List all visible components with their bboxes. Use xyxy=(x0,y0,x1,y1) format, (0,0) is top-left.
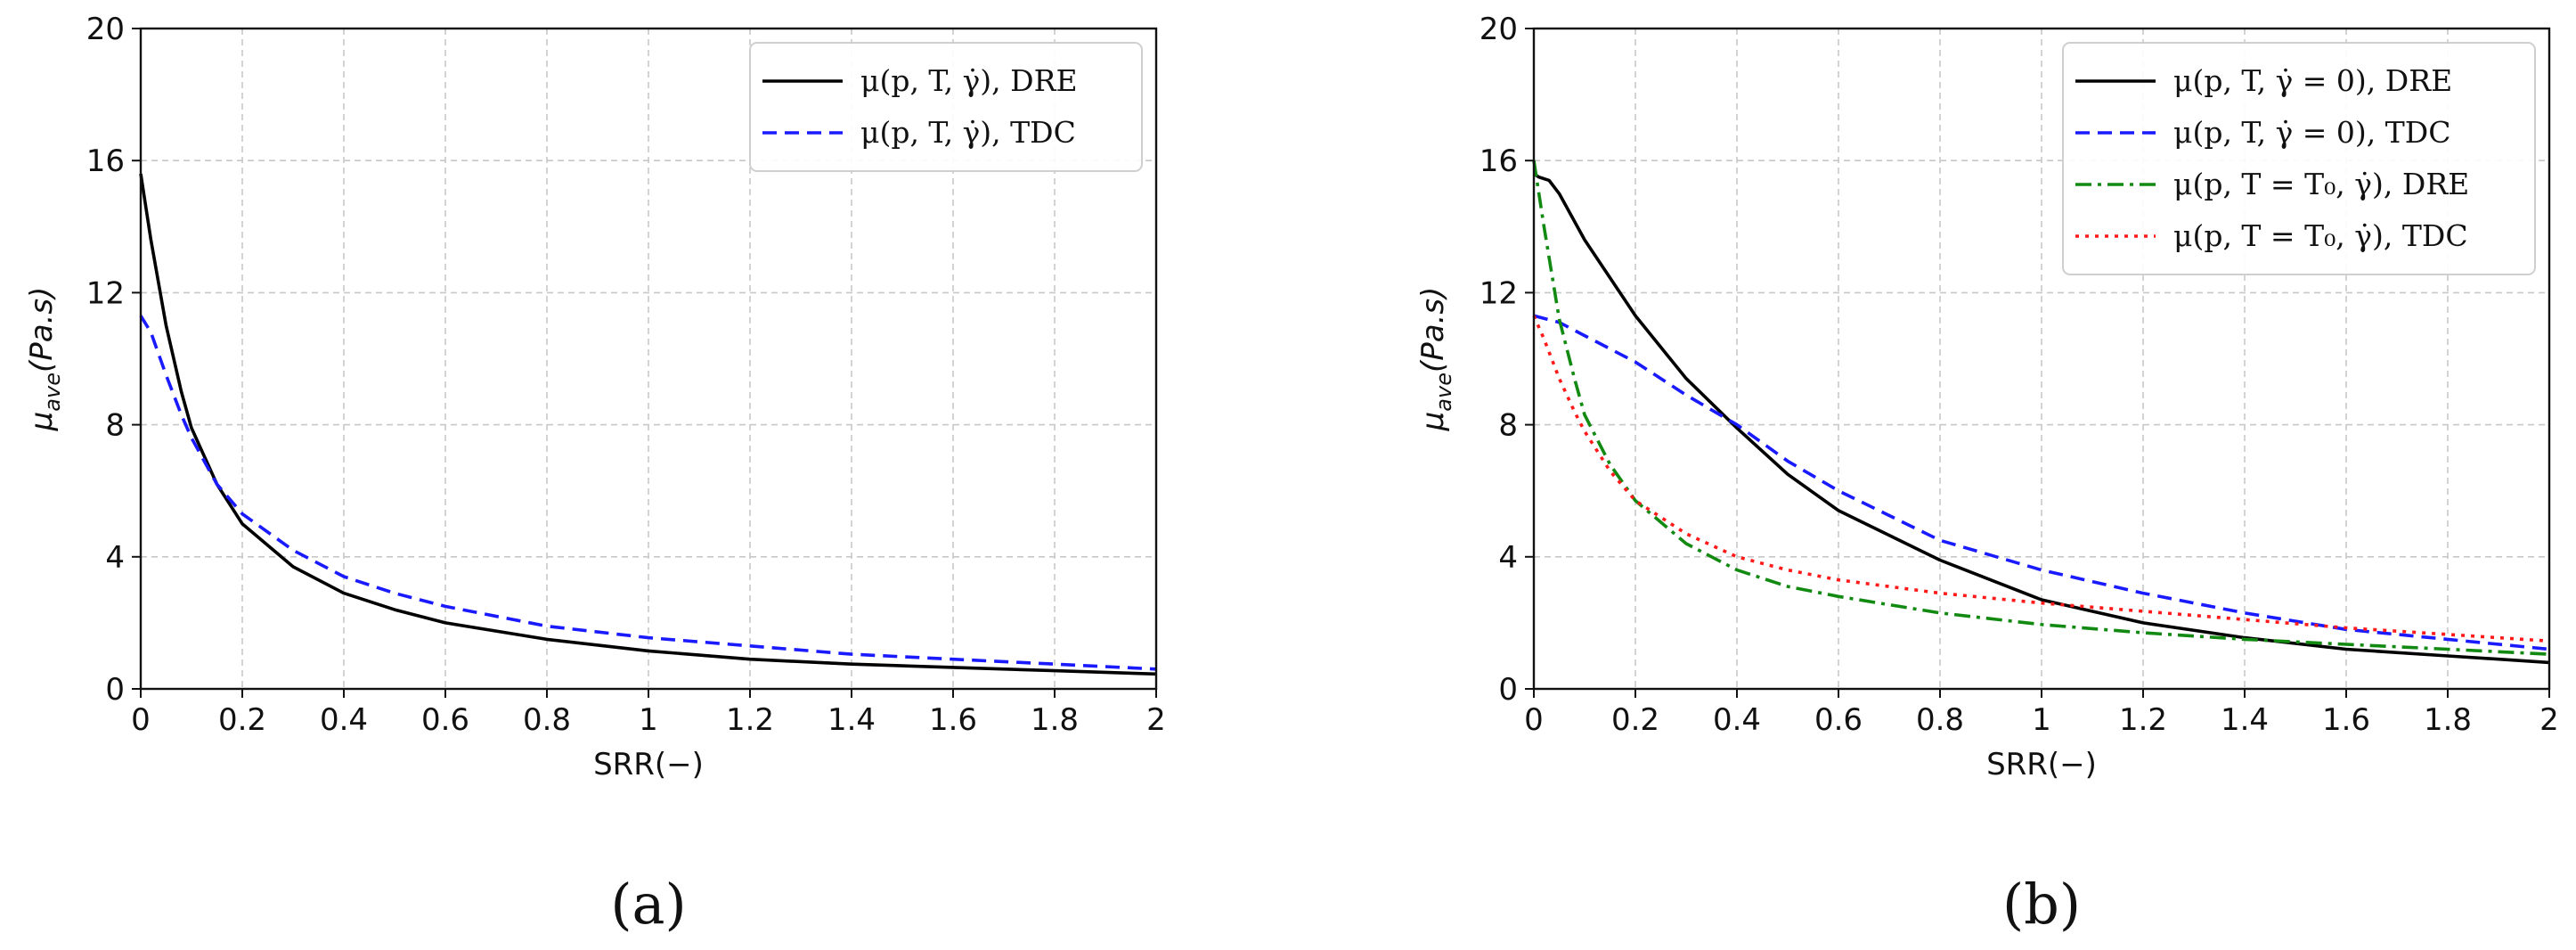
y-tick-label: 12 xyxy=(86,275,125,311)
y-tick-label: 8 xyxy=(105,408,125,444)
panel-a: 0 0.2 0.4 0.6 0.8 1 1.2 1.4 1.6 1.8 2048121620SRR(… xyxy=(24,12,1166,937)
y-tick-label: 4 xyxy=(1498,540,1518,576)
legend-box xyxy=(2062,42,2536,275)
y-tick-label: 20 xyxy=(86,12,125,47)
series-line-1 xyxy=(139,173,1157,676)
x-tick-label: 1.4 xyxy=(827,702,876,738)
x-tick-label: 1.6 xyxy=(2322,702,2370,738)
y-tick-label: 0 xyxy=(1498,672,1518,708)
panel-b: 0 0.2 0.4 0.6 0.8 1 1.2 1.4 1.6 1.8 2048121620SRR(… xyxy=(1415,12,2559,937)
series-line-2 xyxy=(139,315,1157,671)
x-tick-label: 1 xyxy=(2032,702,2051,738)
y-tick-label: 0 xyxy=(105,672,125,708)
legend-label-2: μ(p, T, γ̇ = 0), TDC xyxy=(2173,115,2451,150)
legend-label-2: μ(p, T, γ̇), TDC xyxy=(860,115,1076,150)
y-tick-label: 20 xyxy=(1480,12,1518,47)
x-tick-label: 0.8 xyxy=(523,702,571,738)
y-tick-label: 4 xyxy=(105,540,125,576)
x-tick-label: 1.2 xyxy=(2119,702,2167,738)
y-tick-label: 12 xyxy=(1480,275,1518,311)
y-tick-label: 16 xyxy=(1480,143,1518,179)
x-tick-label: 0.6 xyxy=(1814,702,1863,738)
x-axis-label: SRR(−) xyxy=(593,747,704,782)
x-tick-label: 0.2 xyxy=(1611,702,1659,738)
series-line-2 xyxy=(1533,314,2550,651)
legend-label-1: μ(p, T, γ̇ = 0), DRE xyxy=(2173,63,2452,98)
y-tick-label: 16 xyxy=(86,143,125,179)
x-tick-label: 1.8 xyxy=(1031,702,1079,738)
x-tick-label: 0 xyxy=(1524,702,1544,738)
legend-label-4: μ(p, T = T₀, γ̇), TDC xyxy=(2173,218,2468,253)
x-tick-label: 0.4 xyxy=(320,702,368,738)
x-tick-label: 2 xyxy=(2539,702,2559,738)
legend-label-1: μ(p, T, γ̇), DRE xyxy=(860,63,1078,98)
y-tick-label: 8 xyxy=(1498,408,1518,444)
x-axis-label: SRR(−) xyxy=(1986,747,2097,782)
series-line-4 xyxy=(1532,315,2550,643)
x-tick-label: 0.6 xyxy=(421,702,469,738)
legend-box xyxy=(749,42,1143,172)
x-tick-label: 0.8 xyxy=(1916,702,1964,738)
legend-label-3: μ(p, T = T₀, γ̇), DRE xyxy=(2173,167,2469,201)
y-axis-label: μave(Pa.s) xyxy=(1415,287,1456,432)
x-tick-label: 1.4 xyxy=(2221,702,2269,738)
x-tick-label: 1.2 xyxy=(726,702,774,738)
x-tick-label: 0.2 xyxy=(218,702,266,738)
x-tick-label: 1.8 xyxy=(2424,702,2472,738)
panel-label: (b) xyxy=(2002,872,2081,937)
x-tick-label: 1 xyxy=(639,702,658,738)
panel-label: (a) xyxy=(610,872,686,937)
y-axis-label: μave(Pa.s) xyxy=(24,287,65,432)
x-tick-label: 2 xyxy=(1146,702,1166,738)
x-tick-label: 0.4 xyxy=(1713,702,1761,738)
x-tick-label: 1.6 xyxy=(929,702,977,738)
x-tick-label: 0 xyxy=(131,702,151,738)
